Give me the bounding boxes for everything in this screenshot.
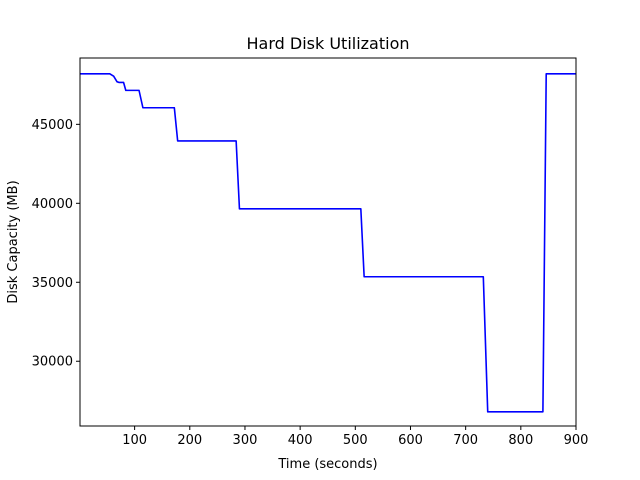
y-tick-label: 35000 xyxy=(32,276,73,291)
chart-title: Hard Disk Utilization xyxy=(247,34,410,53)
y-tick-label: 45000 xyxy=(32,118,73,133)
series-line-disk-capacity xyxy=(80,72,576,413)
x-tick-label: 900 xyxy=(564,433,589,448)
axis-ticks: 100 200 300 400 500 600 700 800 900 30000 35000 400… xyxy=(32,118,589,448)
x-tick-label: 400 xyxy=(288,433,313,448)
x-tick-label: 600 xyxy=(398,433,423,448)
x-axis-label: Time (seconds) xyxy=(277,457,377,472)
y-tick-label: 40000 xyxy=(32,197,73,212)
y-axis-label: Disk Capacity (MB) xyxy=(6,180,21,303)
x-tick-label: 300 xyxy=(233,433,258,448)
x-tick-label: 100 xyxy=(122,433,147,448)
x-tick-label: 200 xyxy=(177,433,202,448)
plot-frame xyxy=(79,57,577,427)
x-tick-label: 800 xyxy=(508,433,533,448)
x-tick-label: 500 xyxy=(343,433,368,448)
plot-area xyxy=(80,72,576,413)
x-tick-label: 700 xyxy=(453,433,478,448)
y-tick-label: 30000 xyxy=(32,355,73,370)
